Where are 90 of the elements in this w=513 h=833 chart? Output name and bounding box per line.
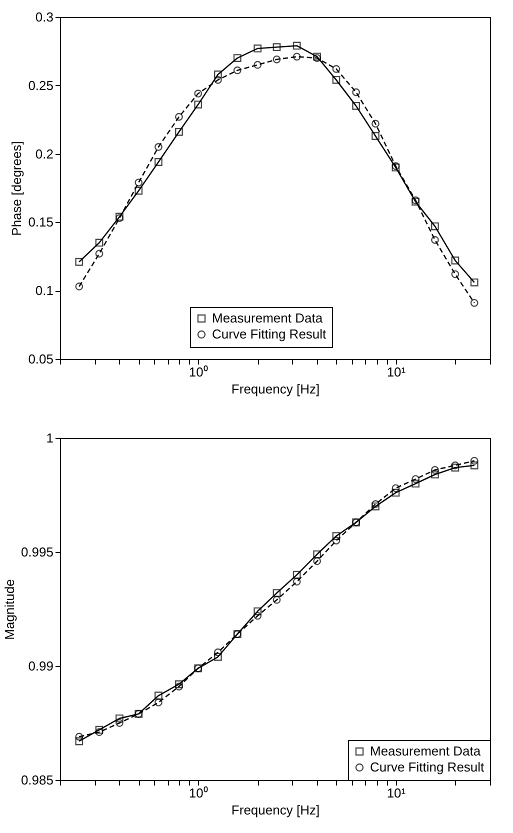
point [292,52,301,61]
point [175,112,183,121]
y-tick-label: 0.15 [28,214,54,230]
point [233,54,242,62]
point [292,578,301,586]
y-tick-label: 0.25 [28,78,54,93]
point [254,612,262,620]
point [154,158,162,166]
point [233,66,242,74]
point [470,278,478,286]
y-tick-label: 0.995 [20,544,54,560]
point [352,102,360,110]
point [95,238,104,247]
legend-label: Curve Fitting Result [212,326,327,342]
point [214,648,222,656]
point [272,55,281,64]
point [451,464,460,472]
point [194,100,202,109]
point [154,692,162,700]
y-axis-title: Magnitude [2,579,17,640]
point [372,502,380,510]
point [451,256,460,264]
x-tick-label: 10⁰ [188,364,208,380]
point [272,589,281,597]
point [75,258,84,266]
point [254,44,262,52]
point [272,43,281,52]
x-tick-label: 10⁰ [188,786,208,800]
y-tick-label: 0.2 [35,146,54,162]
point [194,90,202,98]
point [313,550,322,558]
point [412,475,420,483]
point [292,42,301,50]
point [470,456,478,465]
x-axis-title: Frequency [Hz] [231,382,320,396]
point [272,596,281,604]
point [431,470,439,478]
point [214,652,222,661]
point [470,298,478,307]
legend-label: Curve Fitting Result [370,760,485,774]
point [332,532,340,540]
x-axis-title: Frequency [Hz] [231,802,320,818]
point [254,607,262,616]
point [352,88,360,96]
y-tick-label: 0.1 [35,283,54,298]
point [214,70,222,78]
point [470,461,478,470]
legend-label: Measurement Data [212,310,324,326]
point [214,76,222,84]
point [134,178,143,186]
point [175,680,183,688]
point [134,186,143,195]
point [412,480,420,488]
point [431,466,439,474]
point [175,128,183,136]
point [116,714,124,722]
point [372,500,380,508]
x-tick-label: 10¹ [386,786,406,800]
x-tick-label: 10¹ [386,364,406,380]
point [332,65,340,73]
y-tick-label: 0.985 [20,772,54,788]
point [451,461,460,470]
point [332,76,340,84]
point [392,484,400,492]
legend-label: Measurement Data [370,744,482,758]
point [431,236,439,244]
point [95,250,104,258]
point [75,282,84,290]
point [154,698,162,706]
point [372,132,380,140]
y-tick-label: 0.3 [35,10,54,24]
point [292,570,301,579]
point [451,270,460,278]
point [254,60,262,69]
point [313,557,322,566]
point [75,732,84,741]
y-tick-label: 1 [46,430,54,446]
point [332,536,340,545]
point [175,682,183,690]
point [372,120,380,128]
y-tick-label: 0.05 [28,352,54,366]
point [431,222,439,230]
point [116,719,124,727]
y-axis-title: Phase [degrees] [9,141,24,236]
point [95,726,104,734]
point [154,143,162,151]
point [75,737,84,746]
y-tick-label: 0.99 [28,658,54,674]
point [95,728,104,736]
point [392,488,400,497]
